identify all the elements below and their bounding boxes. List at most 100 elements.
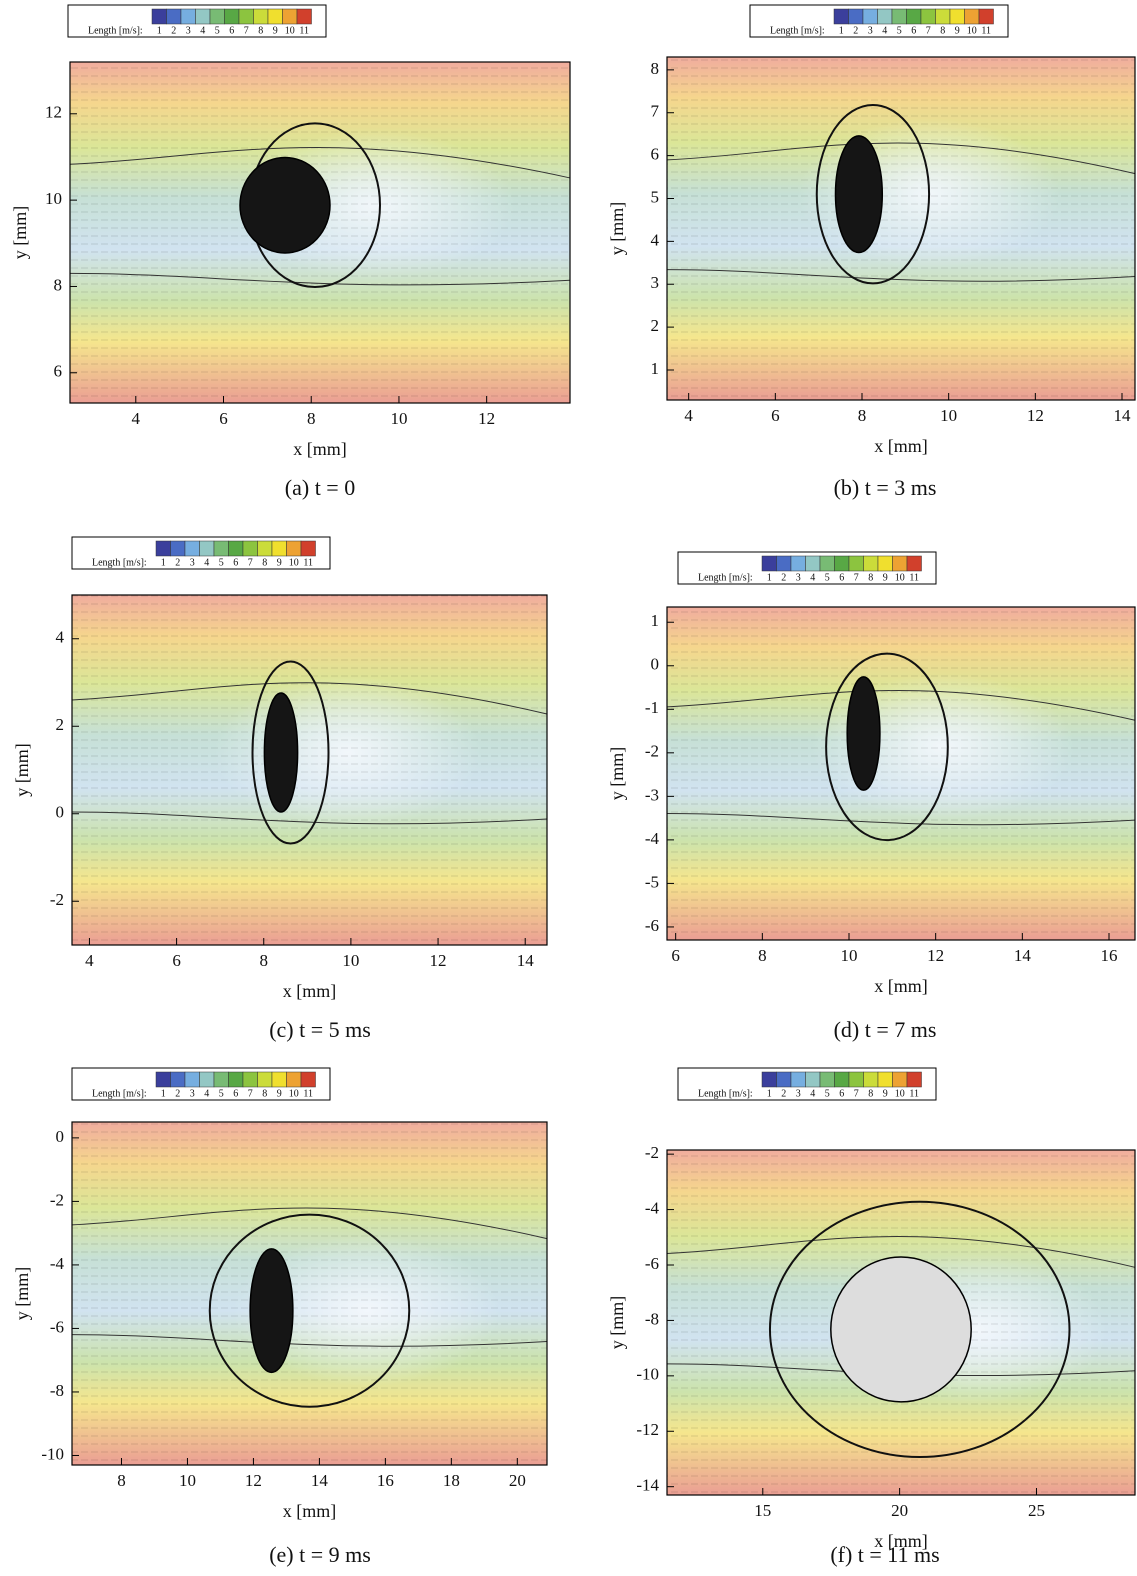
colorbar-label: Length [m/s]: xyxy=(698,572,753,583)
colorbar-tick-label: 11 xyxy=(981,25,991,36)
colorbar-swatch xyxy=(151,8,167,25)
colorbar-swatch xyxy=(834,1071,850,1088)
x-tick-label: 12 xyxy=(927,946,944,965)
colorbar-swatch xyxy=(213,1071,229,1088)
streamline xyxy=(69,147,571,179)
colorbar-swatch xyxy=(228,1071,244,1088)
colorbar-tick-label: 4 xyxy=(200,25,205,36)
colorbar-swatch xyxy=(257,1071,273,1088)
colorbar-label: Length [m/s]: xyxy=(770,25,825,36)
colorbar-tick-label: 6 xyxy=(911,25,916,36)
colorbar-tick-label: 4 xyxy=(810,572,815,583)
x-tick-label: 14 xyxy=(1014,946,1032,965)
y-tick-label: -6 xyxy=(645,1254,659,1273)
y-tick-label: 0 xyxy=(651,655,660,674)
colorbar-label: Length [m/s]: xyxy=(88,25,143,36)
plot-frame xyxy=(666,1149,1136,1496)
colorbar: Length [m/s]: 1 2 3 4 5 6 7 8 9 10 11 xyxy=(67,4,327,38)
colorbar-swatch xyxy=(863,555,879,572)
colorbar-tick-label: 3 xyxy=(190,557,195,568)
x-tick-label: 6 xyxy=(671,946,680,965)
x-tick-label: 12 xyxy=(245,1471,262,1490)
colorbar-tick-label: 7 xyxy=(244,25,249,36)
panel: 15 20 25-14-12-10-8-6-4-2x [mm]y [mm](f) t… xyxy=(607,1067,1136,1567)
y-tick-label: 12 xyxy=(45,103,62,122)
colorbar-swatch xyxy=(949,8,965,25)
y-axis-label: y [mm] xyxy=(12,1267,32,1321)
x-tick-label: 14 xyxy=(1114,406,1132,425)
x-axis-label: x [mm] xyxy=(283,981,337,1001)
streamline xyxy=(666,269,1136,282)
colorbar-swatch xyxy=(199,540,215,557)
x-tick-label: 10 xyxy=(390,409,407,428)
caption: (a) t = 0 xyxy=(285,475,355,500)
colorbar-tick-label: 3 xyxy=(796,572,801,583)
colorbar-tick-label: 2 xyxy=(853,25,858,36)
colorbar-tick-label: 1 xyxy=(161,557,166,568)
y-tick-label: 2 xyxy=(651,316,660,335)
colorbar-swatch xyxy=(906,8,922,25)
colorbar-swatch xyxy=(906,555,922,572)
colorbar-swatch xyxy=(862,8,878,25)
y-tick-label: 8 xyxy=(651,59,660,78)
y-tick-label: 7 xyxy=(651,102,660,121)
colorbar-tick-label: 5 xyxy=(825,572,830,583)
colorbar-swatch xyxy=(253,8,269,25)
contour xyxy=(825,652,949,842)
y-tick-label: -1 xyxy=(645,698,659,717)
colorbar-swatch xyxy=(761,555,777,572)
colorbar-tick-label: 7 xyxy=(854,572,859,583)
y-axis-label: y [mm] xyxy=(607,1296,627,1350)
x-tick-label: 12 xyxy=(430,951,447,970)
vector-arrows xyxy=(72,1122,547,1465)
x-axis-label: x [mm] xyxy=(283,1501,337,1521)
colorbar-swatch xyxy=(819,555,835,572)
colorbar-tick-label: 2 xyxy=(171,25,176,36)
colorbar-swatch xyxy=(300,540,316,557)
colorbar: Length [m/s]: 1 2 3 4 5 6 7 8 9 10 11 xyxy=(71,536,331,570)
colorbar-swatch xyxy=(964,8,980,25)
x-tick-label: 10 xyxy=(940,406,957,425)
droplet xyxy=(830,1256,972,1403)
colorbar-tick-label: 2 xyxy=(781,572,786,583)
colorbar-swatch xyxy=(282,8,298,25)
colorbar-swatch xyxy=(877,8,893,25)
colorbar-tick-label: 4 xyxy=(882,25,887,36)
colorbar-swatch xyxy=(776,1071,792,1088)
colorbar-swatch xyxy=(761,1071,777,1088)
caption: (c) t = 5 ms xyxy=(269,1017,371,1042)
x-tick-label: 18 xyxy=(443,1471,460,1490)
colorbar-swatch xyxy=(224,8,240,25)
colorbar-swatch xyxy=(848,8,864,25)
x-tick-label: 8 xyxy=(307,409,316,428)
y-tick-label: -12 xyxy=(636,1420,659,1439)
colorbar-tick-label: 11 xyxy=(303,1088,313,1099)
x-tick-label: 8 xyxy=(858,406,867,425)
colorbar-tick-label: 6 xyxy=(839,572,844,583)
y-axis-label: y [mm] xyxy=(607,747,627,801)
y-tick-label: 5 xyxy=(651,187,660,206)
contour xyxy=(815,104,931,285)
colorbar-swatch xyxy=(848,1071,864,1088)
y-tick-label: 10 xyxy=(45,189,62,208)
colorbar-swatch xyxy=(242,540,258,557)
colorbar-swatch xyxy=(300,1071,316,1088)
colorbar-tick-label: 4 xyxy=(810,1088,815,1099)
y-tick-label: 3 xyxy=(651,273,660,292)
colorbar-swatch xyxy=(271,1071,287,1088)
colorbar-tick-label: 7 xyxy=(248,1088,253,1099)
caption: (f) t = 11 ms xyxy=(830,1542,939,1567)
colorbar-tick-label: 4 xyxy=(204,557,209,568)
colorbar-tick-label: 7 xyxy=(926,25,931,36)
colorbar-swatch xyxy=(790,1071,806,1088)
colorbar-label: Length [m/s]: xyxy=(698,1088,753,1099)
colorbar-tick-label: 4 xyxy=(204,1088,209,1099)
caption: (e) t = 9 ms xyxy=(269,1542,371,1567)
y-tick-label: 4 xyxy=(56,628,65,647)
colorbar-swatch xyxy=(213,540,229,557)
colorbar-swatch xyxy=(834,555,850,572)
colorbar-swatch xyxy=(286,1071,302,1088)
